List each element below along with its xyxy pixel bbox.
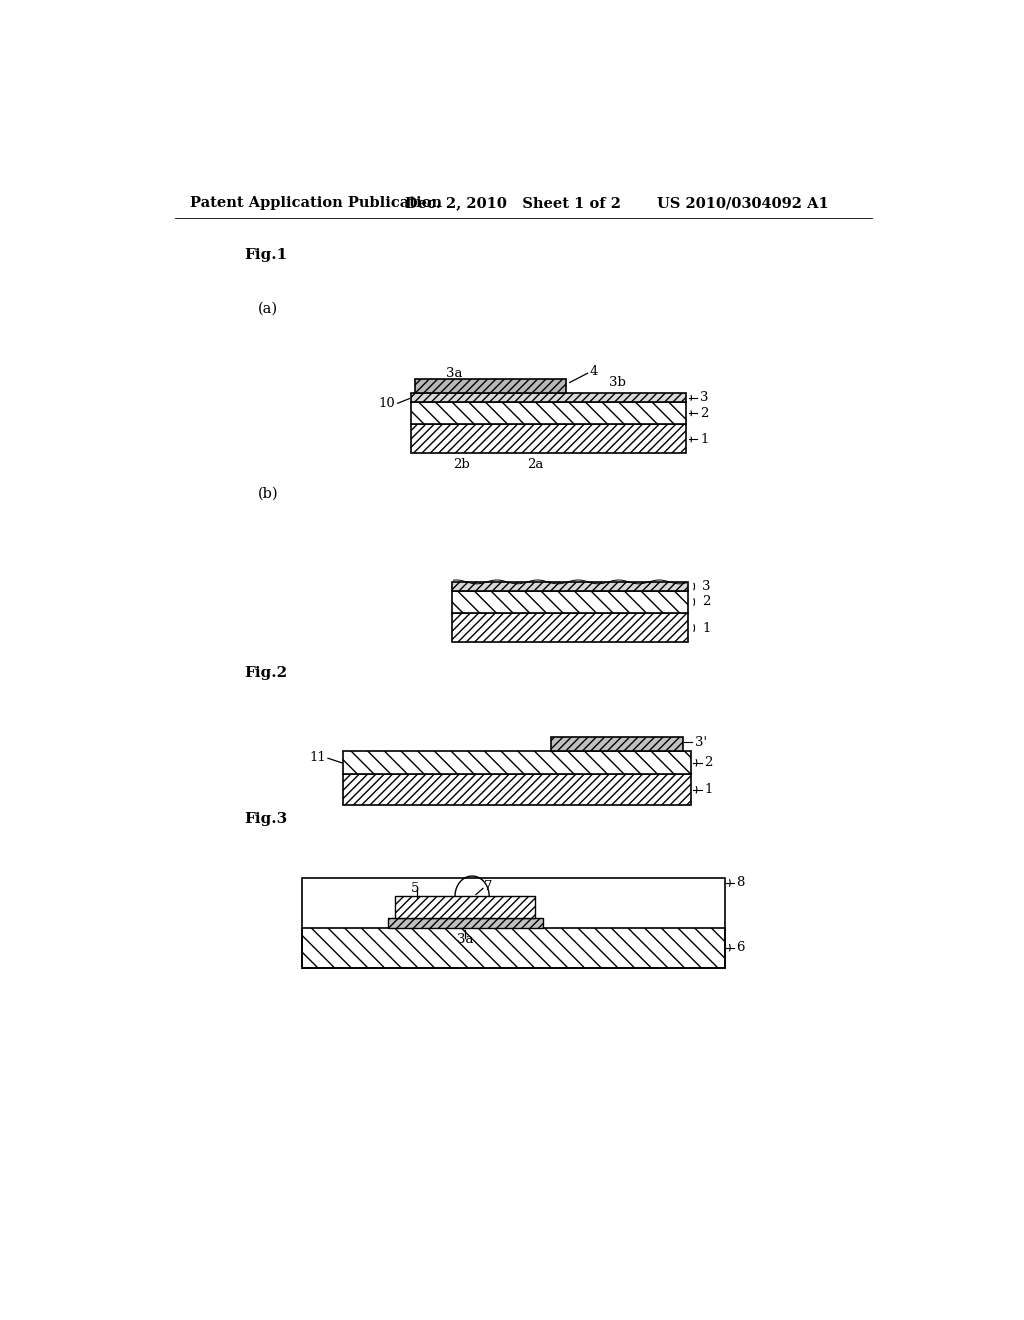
Text: 7: 7 (483, 880, 493, 894)
Text: 3a: 3a (457, 933, 473, 945)
Bar (302, 878, 725, 969)
Text: 4: 4 (589, 366, 597, 379)
Bar (302, 928, 725, 969)
Text: 1: 1 (705, 783, 713, 796)
Bar (452, 591, 688, 612)
Text: 8: 8 (736, 876, 744, 890)
Text: 3b: 3b (608, 376, 626, 389)
Bar (551, 738, 683, 751)
Bar (343, 751, 690, 775)
Bar (415, 379, 566, 393)
Bar (452, 582, 688, 591)
Text: 10: 10 (379, 397, 395, 409)
Bar (395, 896, 535, 917)
Bar (411, 403, 686, 424)
Text: 5: 5 (411, 882, 419, 895)
Text: 3: 3 (702, 579, 711, 593)
Text: 3a: 3a (445, 367, 462, 380)
Text: Fig.3: Fig.3 (245, 812, 288, 826)
Bar (388, 917, 543, 928)
Text: Dec. 2, 2010   Sheet 1 of 2: Dec. 2, 2010 Sheet 1 of 2 (406, 197, 622, 210)
Text: 2b: 2b (453, 458, 470, 471)
Text: Fig.1: Fig.1 (245, 248, 288, 261)
Text: 2: 2 (702, 595, 711, 609)
Text: (b): (b) (258, 486, 279, 500)
Bar (411, 424, 686, 453)
Text: 2: 2 (700, 407, 709, 420)
Text: 3: 3 (700, 391, 709, 404)
Text: (a): (a) (258, 301, 279, 315)
Text: 1: 1 (702, 622, 711, 635)
Text: Fig.2: Fig.2 (245, 665, 288, 680)
Text: 11: 11 (309, 751, 327, 764)
Text: 1: 1 (700, 433, 709, 446)
Text: 2a: 2a (526, 458, 543, 471)
Bar (343, 775, 690, 805)
Text: 3': 3' (694, 735, 707, 748)
Text: Patent Application Publication: Patent Application Publication (190, 197, 442, 210)
Text: 2: 2 (705, 756, 713, 770)
Text: 6: 6 (736, 941, 744, 954)
Bar (411, 393, 686, 403)
Bar (452, 612, 688, 642)
Text: US 2010/0304092 A1: US 2010/0304092 A1 (656, 197, 828, 210)
